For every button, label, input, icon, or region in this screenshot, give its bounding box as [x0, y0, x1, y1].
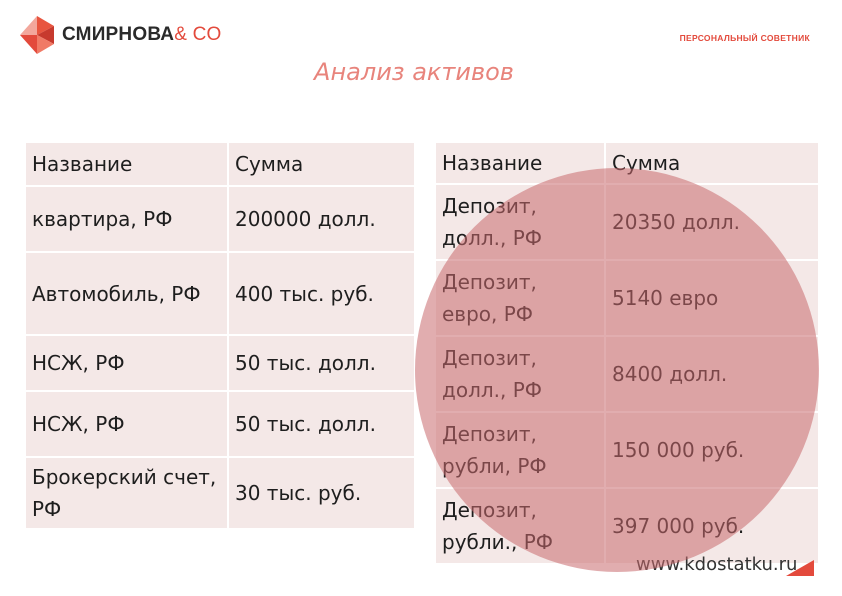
table-header-row: Название Сумма: [434, 141, 820, 185]
table-row: Депозит, рубли., РФ 397 000 руб.: [434, 487, 820, 565]
cell-name: Автомобиль, РФ: [24, 251, 229, 336]
table-header-row: Название Сумма: [24, 141, 416, 187]
cell-name: Депозит, евро, РФ: [434, 259, 606, 337]
footer-url: www.kdostatku.ru: [636, 554, 798, 575]
cell-amount: 400 тыс. руб.: [227, 251, 416, 336]
cell-name: НСЖ, РФ: [24, 334, 229, 392]
cell-amount: 150 000 руб.: [604, 411, 820, 489]
table-row: Депозит, долл., РФ 8400 долл.: [434, 335, 820, 413]
cell-amount: 5140 евро: [604, 259, 820, 337]
brand-name: СМИРНОВА& CO: [62, 24, 222, 46]
header-name: Название: [434, 141, 606, 185]
table-row: Брокерский счет, РФ 30 тыс. руб.: [24, 456, 416, 530]
cell-amount: 50 тыс. долл.: [227, 334, 416, 392]
table-row: Депозит, евро, РФ 5140 евро: [434, 259, 820, 337]
cell-name: Депозит, рубли, РФ: [434, 411, 606, 489]
cell-amount: 30 тыс. руб.: [227, 456, 416, 530]
tagline: ПЕРСОНАЛЬНЫЙ СОВЕТНИК: [679, 33, 810, 43]
header-amount: Сумма: [227, 141, 416, 187]
cell-amount: 397 000 руб.: [604, 487, 820, 565]
cell-name: квартира, РФ: [24, 185, 229, 253]
header-amount: Сумма: [604, 141, 820, 185]
table-row: НСЖ, РФ 50 тыс. долл.: [24, 334, 416, 392]
brand-suffix: & CO: [174, 24, 222, 45]
footer-logo-mark-icon: [786, 560, 814, 576]
header-name: Название: [24, 141, 229, 187]
cell-name: Брокерский счет, РФ: [24, 456, 229, 530]
cell-name: Депозит, долл., РФ: [434, 183, 606, 261]
table-row: Автомобиль, РФ 400 тыс. руб.: [24, 251, 416, 336]
cell-amount: 200000 долл.: [227, 185, 416, 253]
table-row: Депозит, рубли, РФ 150 000 руб.: [434, 411, 820, 489]
cell-name: Депозит, рубли., РФ: [434, 487, 606, 565]
table-row: квартира, РФ 200000 долл.: [24, 185, 416, 253]
cell-amount: 8400 долл.: [604, 335, 820, 413]
cell-amount: 50 тыс. долл.: [227, 390, 416, 458]
cell-name: Депозит, долл., РФ: [434, 335, 606, 413]
assets-table-left: Название Сумма квартира, РФ 200000 долл.…: [24, 141, 416, 530]
faceted-red-logo-icon: [20, 16, 54, 54]
cell-amount: 20350 долл.: [604, 183, 820, 261]
table-row: НСЖ, РФ 50 тыс. долл.: [24, 390, 416, 458]
assets-table-right: Название Сумма Депозит, долл., РФ 20350 …: [434, 141, 820, 565]
brand-name-text: СМИРНОВА: [62, 24, 175, 45]
page-title: Анализ активов: [314, 58, 514, 86]
cell-name: НСЖ, РФ: [24, 390, 229, 458]
table-row: Депозит, долл., РФ 20350 долл.: [434, 183, 820, 261]
